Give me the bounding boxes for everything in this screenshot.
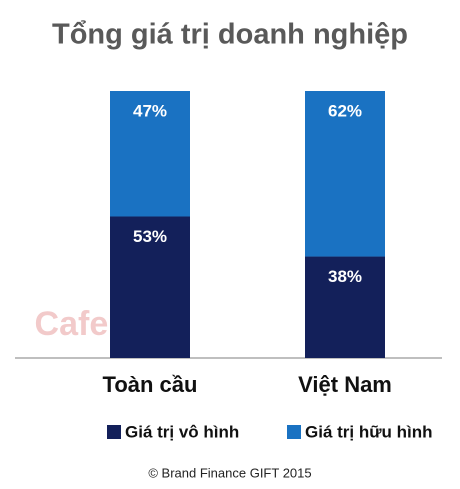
bar-segment — [305, 91, 385, 257]
bar-segment — [110, 216, 190, 358]
x-tick-label: Việt Nam — [298, 372, 392, 397]
bar-segment — [110, 91, 190, 217]
source: © Brand Finance GIFT 2015 — [148, 465, 311, 480]
legend-swatch — [107, 425, 121, 439]
legend-swatch — [287, 425, 301, 439]
value-label: 47% — [133, 101, 167, 120]
legend-label: Giá trị vô hình — [125, 422, 239, 441]
value-label: 62% — [328, 101, 362, 120]
legend-label: Giá trị hữu hình — [305, 422, 433, 441]
chart-title: Tổng giá trị doanh nghiệp — [52, 19, 408, 51]
value-label: 38% — [328, 267, 362, 286]
x-tick-label: Toàn cầu — [103, 372, 198, 397]
value-label: 53% — [133, 227, 167, 246]
bar-segment — [305, 256, 385, 358]
